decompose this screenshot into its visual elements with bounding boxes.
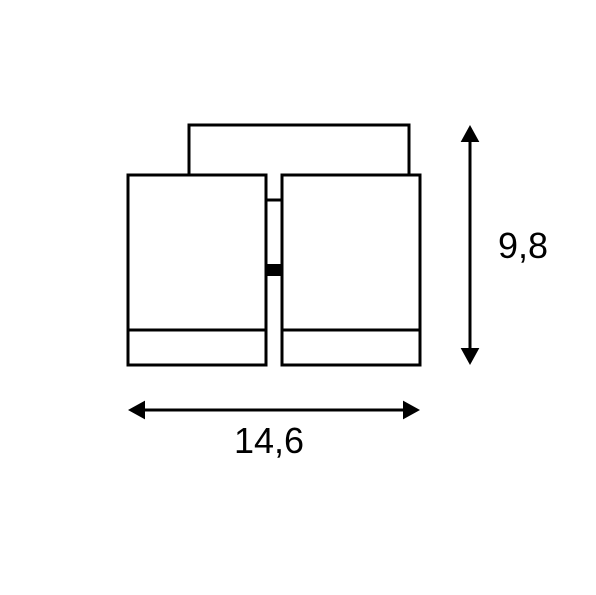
dimension-diagram: 14,6 9,8 (0, 0, 596, 595)
width-dimension-label: 14,6 (234, 420, 304, 462)
diagram-svg (0, 0, 596, 595)
height-dimension-label: 9,8 (498, 225, 548, 267)
